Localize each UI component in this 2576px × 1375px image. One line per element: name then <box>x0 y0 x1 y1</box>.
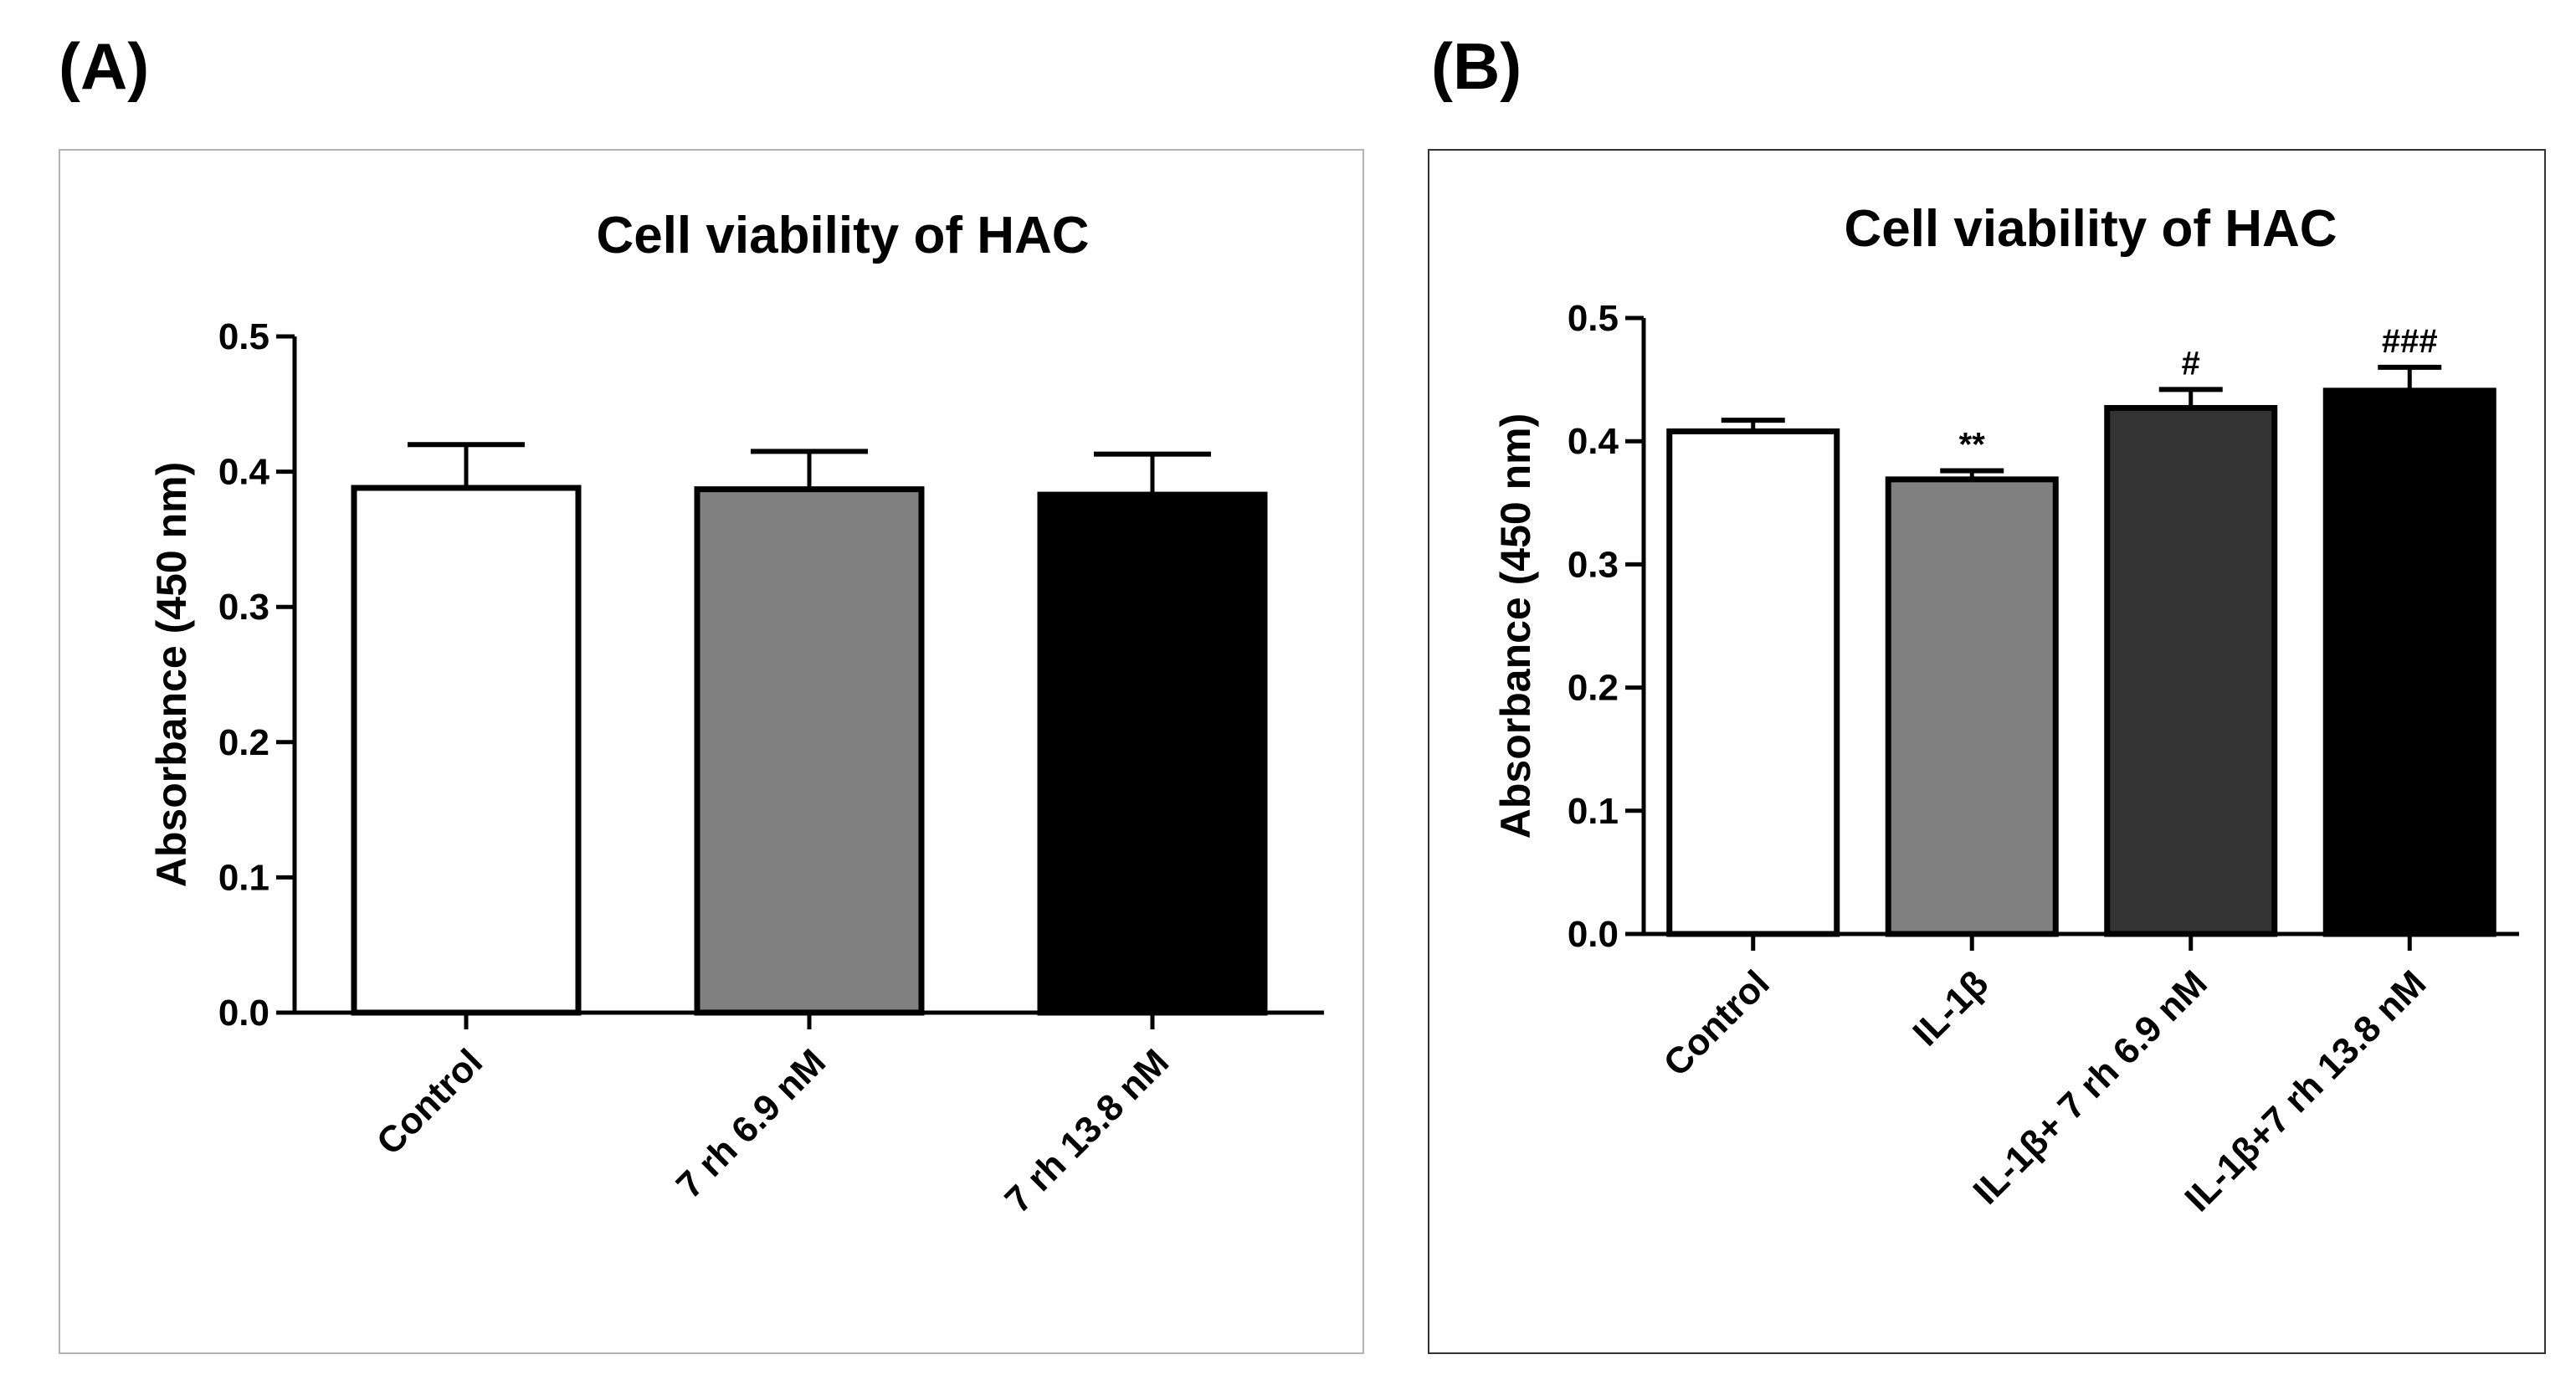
y-tick-label: 0.5 <box>1568 298 1619 339</box>
category-label: 7 rh 6.9 nM <box>669 1041 834 1206</box>
category-label: Control <box>369 1041 490 1162</box>
y-tick-label: 0.1 <box>218 857 269 898</box>
chart-b-svg: Cell viability of HAC Absorbance (450 nm)… <box>1492 200 2519 1219</box>
y-tick-label: 0.1 <box>1568 791 1619 832</box>
bar-3 <box>2322 387 2496 937</box>
y-axis-label: Absorbance (450 nm) <box>148 462 195 887</box>
category-label: Control <box>1656 962 1778 1084</box>
category-label: 7 rh 13.8 nM <box>998 1041 1177 1220</box>
y-tick-label: 0.3 <box>218 587 269 628</box>
bar-2 <box>1037 491 1268 1016</box>
panel-label-b: (B) <box>1431 29 1522 103</box>
bar-0 <box>1666 428 1840 937</box>
chart-title: Cell viability of HAC <box>596 207 1089 264</box>
y-tick-label: 0.4 <box>218 452 270 493</box>
bar-1 <box>1885 476 2059 937</box>
significance-label: ### <box>2382 323 2438 360</box>
chart-title: Cell viability of HAC <box>1844 200 2337 258</box>
y-tick-label: 0.3 <box>1568 544 1619 585</box>
y-tick-label: 0.0 <box>1568 914 1619 955</box>
significance-label: ** <box>1959 427 1986 464</box>
category-label: IL-1β+7 rh 13.8 nM <box>2177 962 2434 1219</box>
bar-0 <box>351 485 582 1016</box>
y-tick-label: 0.2 <box>218 722 269 763</box>
y-tick-label: 0.2 <box>1568 668 1619 709</box>
chart-a-svg: Cell viability of HAC Absorbance (450 nm)… <box>148 207 1324 1221</box>
bar-2 <box>2104 404 2278 937</box>
y-tick-label: 0.0 <box>218 993 269 1034</box>
panel-label-a: (A) <box>59 29 150 103</box>
bar-1 <box>694 486 925 1016</box>
category-label: IL-1β+ 7 rh 6.9 nM <box>1966 962 2215 1212</box>
y-tick-label: 0.4 <box>1568 421 1619 462</box>
y-tick-label: 0.5 <box>218 316 269 357</box>
significance-label: # <box>2182 345 2200 382</box>
chart-frame-b: Cell viability of HAC Absorbance (450 nm)… <box>1428 149 2546 1354</box>
y-axis-label: Absorbance (450 nm) <box>1492 413 1539 839</box>
category-label: IL-1β <box>1905 962 1996 1054</box>
chart-frame-a: Cell viability of HAC Absorbance (450 nm)… <box>59 149 1364 1354</box>
